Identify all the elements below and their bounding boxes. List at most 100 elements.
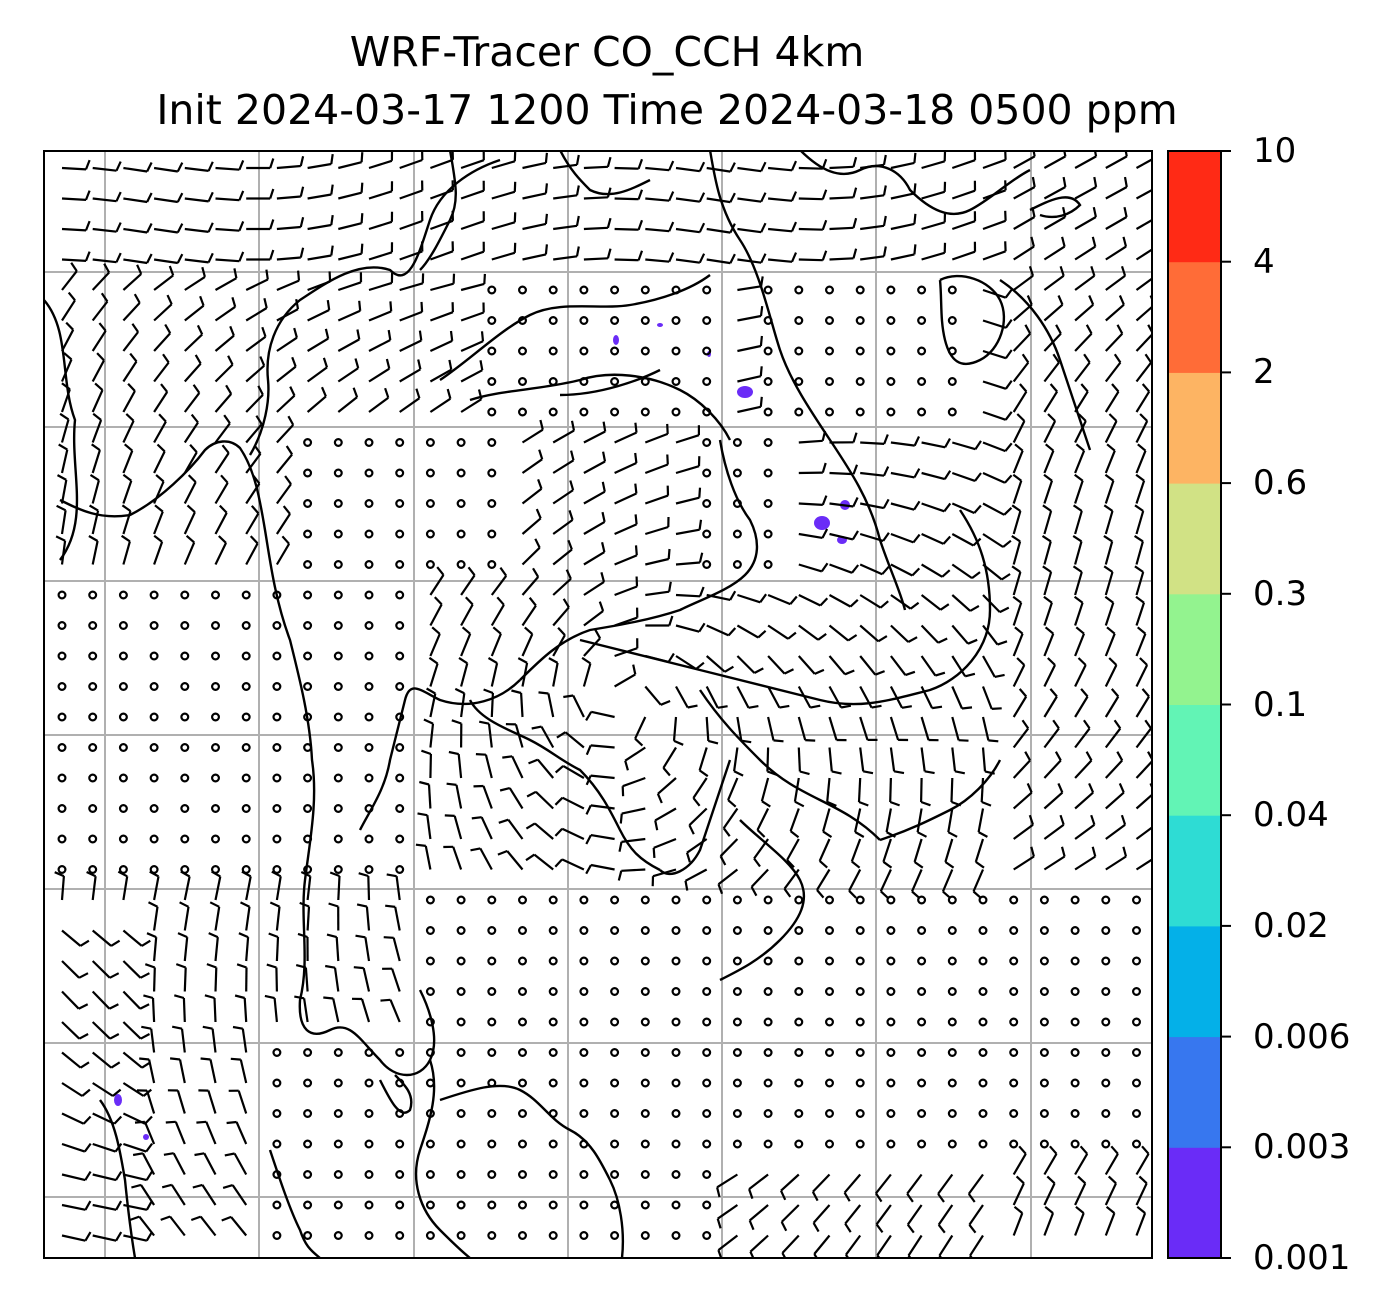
wind-barb xyxy=(1012,443,1024,474)
calm-marker xyxy=(610,1108,620,1118)
wind-barb xyxy=(183,474,197,504)
calm-marker xyxy=(395,1230,405,1240)
calm-marker xyxy=(640,1047,650,1057)
calm-marker xyxy=(917,986,927,996)
wind-barb xyxy=(890,213,917,231)
colorbar-segment xyxy=(1168,1147,1221,1259)
wind-barb xyxy=(276,299,300,322)
wind-barb xyxy=(879,869,892,899)
wind-barb xyxy=(614,607,639,627)
calm-marker xyxy=(211,803,221,813)
wind-barb xyxy=(583,542,606,566)
calm-marker xyxy=(824,925,834,935)
wind-barb xyxy=(1043,751,1062,779)
wind-barb xyxy=(208,932,219,962)
calm-marker xyxy=(1070,1108,1080,1118)
wind-barb xyxy=(944,838,955,869)
calm-marker xyxy=(303,590,313,600)
wind-barb xyxy=(767,624,797,640)
wind-barb xyxy=(1135,688,1150,718)
calm-marker xyxy=(732,986,742,996)
wind-barb xyxy=(583,601,605,627)
wind-barb xyxy=(55,535,67,565)
calm-marker xyxy=(1009,895,1019,905)
wind-barb xyxy=(798,250,828,262)
wind-barb xyxy=(117,870,129,901)
calm-marker xyxy=(947,1017,957,1027)
wind-barb xyxy=(338,243,364,261)
calm-marker xyxy=(487,956,497,966)
wind-barb xyxy=(982,533,1012,548)
wind-barb xyxy=(153,353,170,383)
wind-barb xyxy=(139,1057,156,1084)
calm-marker xyxy=(671,407,681,417)
wind-barb xyxy=(399,359,422,383)
calm-marker xyxy=(640,1108,650,1118)
wind-barb xyxy=(246,219,275,231)
wind-barb xyxy=(1074,814,1096,840)
calm-marker xyxy=(487,1139,497,1149)
calm-marker xyxy=(180,681,190,691)
calm-marker xyxy=(241,773,251,783)
tracer-patch xyxy=(613,335,619,345)
wind-barb xyxy=(56,474,68,504)
wind-barb xyxy=(276,356,297,383)
colorbar-tick-label: 2 xyxy=(1253,352,1275,393)
calm-marker xyxy=(702,529,712,539)
wind-barb xyxy=(552,510,574,535)
wind-barb xyxy=(61,1051,90,1069)
calm-marker xyxy=(57,590,67,600)
wind-barb xyxy=(245,415,263,444)
wind-barb xyxy=(767,191,798,202)
wind-barb xyxy=(890,183,917,200)
wind-barb xyxy=(981,686,1002,710)
calm-marker xyxy=(303,559,313,569)
calm-marker xyxy=(180,803,190,813)
wind-barb xyxy=(951,563,981,580)
wind-barb xyxy=(153,474,165,504)
calm-marker xyxy=(211,681,221,691)
calm-marker xyxy=(241,620,251,630)
calm-marker xyxy=(364,834,374,844)
wind-barb xyxy=(1074,324,1093,352)
wind-barb xyxy=(238,932,250,962)
wind-barb xyxy=(1135,626,1147,657)
wind-barb xyxy=(1103,534,1114,565)
wind-barb xyxy=(921,242,947,261)
wind-barb xyxy=(91,352,105,383)
calm-marker xyxy=(886,1108,896,1118)
wind-barb xyxy=(826,777,837,807)
wind-barb xyxy=(1104,353,1122,383)
calm-marker xyxy=(303,681,313,691)
calm-marker xyxy=(1039,1047,1049,1057)
wind-barb xyxy=(454,687,466,718)
calm-marker xyxy=(487,1108,497,1118)
calm-marker xyxy=(272,773,282,783)
calm-marker xyxy=(487,1017,497,1027)
wind-barb xyxy=(356,903,371,931)
calm-marker xyxy=(610,986,620,996)
calm-marker xyxy=(579,1200,589,1210)
wind-barb xyxy=(614,158,644,170)
wind-barb xyxy=(56,504,67,535)
calm-marker xyxy=(640,285,650,295)
wind-barb xyxy=(206,963,218,992)
calm-marker xyxy=(118,651,128,661)
wind-barb xyxy=(1013,846,1035,871)
calm-marker xyxy=(272,742,282,752)
wind-barb xyxy=(1135,719,1152,749)
wind-barb xyxy=(982,210,1007,231)
calm-marker xyxy=(1039,895,1049,905)
wind-barb xyxy=(521,567,540,596)
wind-barb xyxy=(338,182,364,200)
wind-barb xyxy=(1074,383,1089,413)
colorbar xyxy=(1167,150,1231,1259)
wind-barb xyxy=(1074,782,1095,810)
wind-barb xyxy=(89,473,100,504)
wind-barb xyxy=(61,990,89,1010)
calm-marker xyxy=(732,499,742,509)
wind-barb xyxy=(889,747,905,775)
calm-marker xyxy=(794,956,804,966)
wind-barb xyxy=(828,716,847,742)
calm-marker xyxy=(671,1108,681,1118)
